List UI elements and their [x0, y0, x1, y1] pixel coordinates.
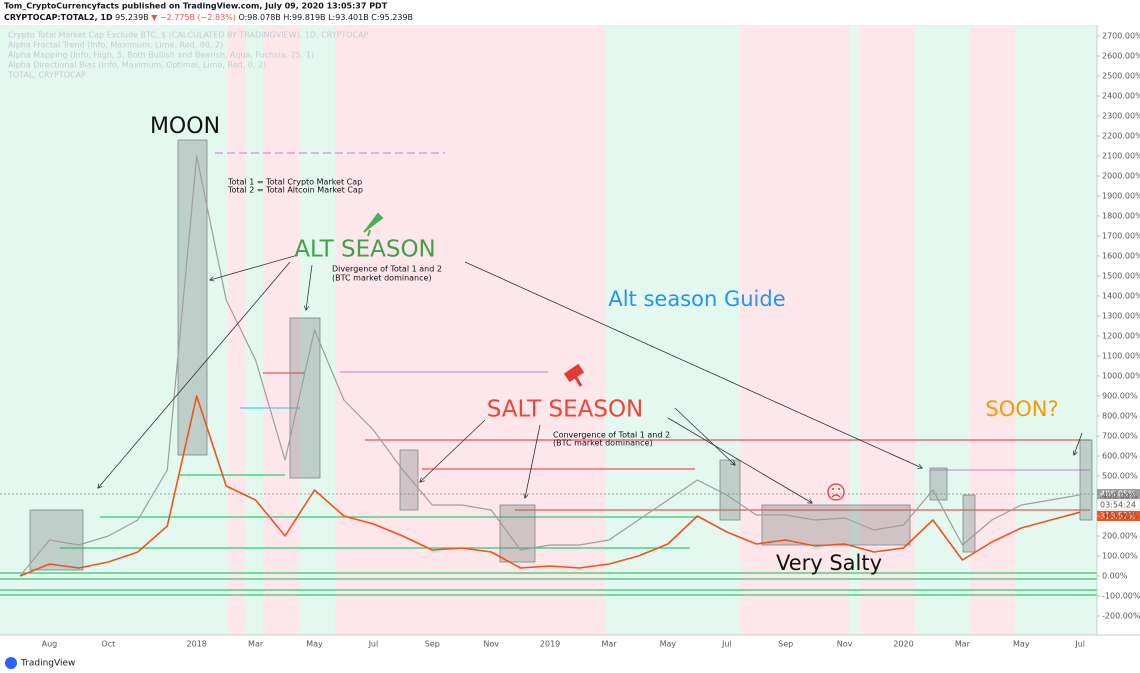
season-bands	[0, 25, 1097, 635]
y-tick-label: 2000.00%	[1102, 172, 1140, 181]
y-tick-label: 1000.00%	[1102, 372, 1140, 381]
legend-entry: TOTAL, CRYPTOCAP	[7, 71, 86, 80]
annotation: (BTC market dominance)	[553, 439, 653, 448]
y-tick-label: 1600.00%	[1102, 252, 1140, 261]
y-tick-label: 1200.00%	[1102, 332, 1140, 341]
logo	[5, 657, 17, 669]
y-tick-label: 2300.00%	[1102, 112, 1140, 121]
legend-entry: Crypto Total Market Cap Exclude BTC, $ (…	[8, 31, 369, 40]
x-tick-label: 2020	[893, 640, 913, 649]
y-tick-label: 1300.00%	[1102, 312, 1140, 321]
series-line	[19, 155, 1081, 577]
price-label: 318.57%	[1100, 512, 1136, 521]
y-tick-label: 2200.00%	[1102, 132, 1140, 141]
symbol: CRYPTOCAP:TOTAL2, 1D	[4, 13, 113, 22]
x-tick-label: May	[1013, 640, 1030, 649]
price-label: 406.05%	[1100, 490, 1136, 499]
annotation: MOON	[150, 114, 220, 139]
y-tick-label: 500.00%	[1102, 472, 1138, 481]
x-tick-label: Sep	[778, 640, 793, 649]
x-tick-label: Nov	[483, 640, 499, 649]
y-tick-label: -200.00%	[1102, 612, 1140, 621]
y-tick-label: 2500.00%	[1102, 72, 1140, 81]
y-tick-label: 900.00%	[1102, 392, 1138, 401]
y-tick-label: 1400.00%	[1102, 292, 1140, 301]
y-tick-label: 1800.00%	[1102, 212, 1140, 221]
legend-entry: Alpha Mapping (Info, High, 5, Both Bulli…	[8, 51, 314, 60]
series-line	[19, 395, 1081, 577]
y-tick-label: 1500.00%	[1102, 272, 1140, 281]
annotations: MOON Total 1 = Total Crypto Market Cap T…	[150, 114, 1059, 575]
annotation: Total 2 = Total Altcoin Market Cap	[227, 186, 363, 195]
brand: TradingView	[20, 659, 75, 669]
y-tick-label: 2100.00%	[1102, 152, 1140, 161]
ohlc: O:98.078B	[238, 13, 280, 22]
x-tick-label: 2019	[540, 640, 560, 649]
x-tick-label: Aug	[42, 640, 58, 649]
y-tick-label: -100.00%	[1102, 592, 1140, 601]
last-price: 95.239B	[115, 13, 148, 22]
icons	[363, 212, 845, 501]
annotation: SALT SEASON	[487, 397, 644, 423]
indicator-lines	[0, 152, 1097, 596]
annotation: Divergence of Total 1 and 2	[332, 265, 442, 274]
y-tick-label: 1700.00%	[1102, 232, 1140, 241]
x-tick-label: Jul	[1074, 640, 1085, 649]
y-tick-label: 1900.00%	[1102, 192, 1140, 201]
annotation: SOON?	[985, 397, 1058, 421]
plot-area	[19, 155, 1081, 577]
y-tick-label: 0.00%	[1102, 572, 1128, 581]
x-tick-label: Mar	[955, 640, 971, 649]
annotation: (BTC market dominance)	[332, 274, 432, 283]
y-tick-label: 300.00%	[1102, 512, 1138, 521]
ohlc: C:95.239B	[371, 13, 413, 22]
y-tick-label: 2400.00%	[1102, 92, 1140, 101]
y-tick-label: 600.00%	[1102, 452, 1138, 461]
annotation: Very Salty	[776, 551, 882, 575]
x-tick-label: Jul	[368, 640, 379, 649]
annotation: Alt season Guide	[608, 287, 785, 311]
ohlc: L:93.401B	[328, 13, 369, 22]
x-tick-label: Sep	[425, 640, 440, 649]
change: ▼ −2.775B (−2.83%)	[151, 13, 236, 22]
x-tick-label: May	[660, 640, 677, 649]
x-tick-label: Mar	[601, 640, 617, 649]
highlight-boxes	[29, 139, 1093, 571]
arrows	[98, 254, 1083, 503]
annotation: Convergence of Total 1 and 2	[553, 431, 670, 440]
annotation: ALT SEASON	[294, 237, 436, 263]
ohlc: H:99.819B	[283, 13, 325, 22]
legend-entry: Alpha Fractal Trend (Info, Maximum, Lime…	[8, 41, 223, 50]
y-tick-label: 2700.00%	[1102, 32, 1140, 41]
y-tick-label: 700.00%	[1102, 432, 1138, 441]
y-tick-label: 2600.00%	[1102, 52, 1140, 61]
countdown-label: 03:54:24	[1100, 501, 1136, 510]
y-tick-label: 100.00%	[1102, 552, 1138, 561]
x-tick-label: Mar	[248, 640, 264, 649]
y-tick-label: 200.00%	[1102, 532, 1138, 541]
symbol-line: CRYPTOCAP:TOTAL2, 1D 95.239B ▼ −2.775B (…	[4, 13, 413, 22]
y-tick-label: 400.00%	[1102, 492, 1138, 501]
x-tick-label: May	[306, 640, 323, 649]
legend-entry: Alpha Directional Bias (Info, Maximum, O…	[8, 61, 266, 70]
y-tick-label: 800.00%	[1102, 412, 1138, 421]
x-tick-label: Jul	[721, 640, 732, 649]
x-tick-label: Oct	[101, 640, 115, 649]
y-tick-label: 1100.00%	[1102, 352, 1140, 361]
annotation: Total 1 = Total Crypto Market Cap	[227, 178, 362, 187]
x-tick-label: Nov	[837, 640, 853, 649]
publisher: Tom_CryptoCurrencyfacts published on Tra…	[4, 2, 388, 11]
x-tick-label: 2018	[187, 640, 207, 649]
